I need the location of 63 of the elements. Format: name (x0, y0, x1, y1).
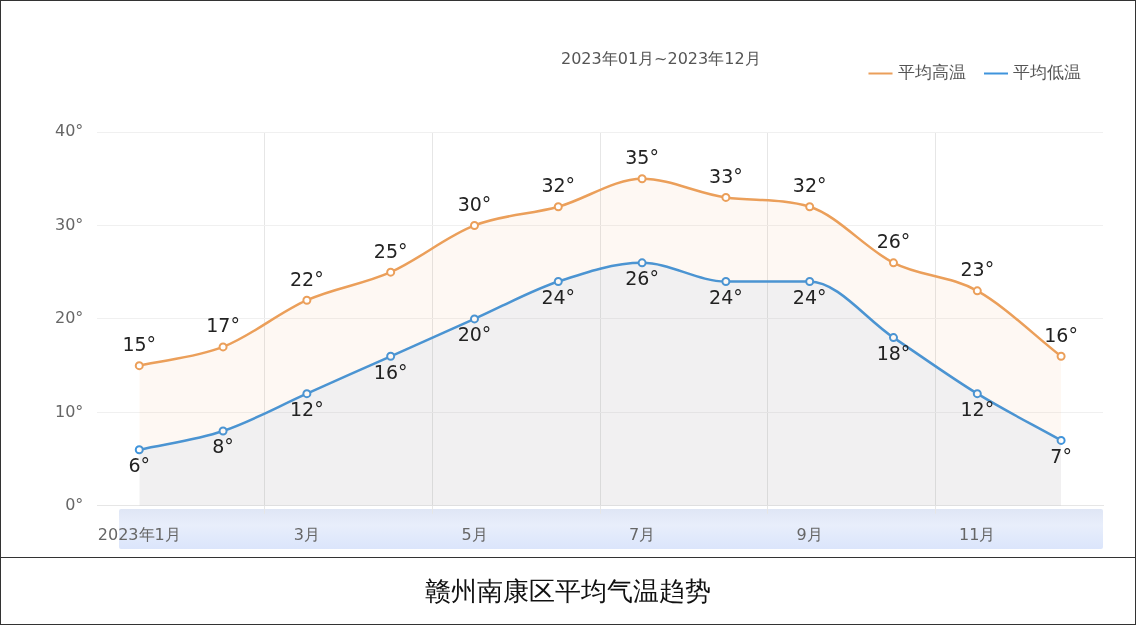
point (134, 445, 144, 455)
point (805, 277, 815, 287)
legend-label: 平均低温 (1013, 61, 1081, 82)
point (1056, 351, 1066, 361)
data-label: 23° (960, 258, 995, 281)
data-label: 12° (960, 398, 995, 421)
data-label: 24° (541, 285, 576, 308)
data-label: 26° (625, 267, 659, 290)
point (805, 202, 815, 212)
x-tick-label: 5月 (461, 524, 488, 544)
text: 赣州南康区平均气温趋势 (1, 557, 1135, 625)
point (888, 258, 898, 268)
point (637, 258, 647, 268)
data-label: 35° (625, 146, 659, 169)
data-label: 7° (1050, 444, 1072, 467)
point (721, 277, 731, 287)
data-label: 24° (792, 285, 827, 308)
data-label: 16° (373, 360, 408, 383)
point (972, 389, 982, 399)
data-label: 24° (709, 285, 743, 308)
y-tick-label: 0° (65, 494, 84, 514)
y-tick-label: 40° (55, 121, 84, 141)
point (553, 202, 563, 212)
data-label: 6° (128, 454, 151, 477)
point (637, 174, 647, 184)
y-tick-label: 20° (55, 308, 84, 328)
data-label: 32° (792, 174, 827, 197)
data-label: 25° (373, 239, 408, 262)
data-label: 8° (212, 435, 234, 458)
point (972, 286, 982, 296)
data-label: 20° (457, 323, 492, 346)
x-tick-label: 7月 (628, 524, 656, 544)
point (888, 333, 898, 343)
point (553, 277, 563, 287)
data-label: 33° (709, 164, 743, 187)
data-label: 12° (290, 398, 324, 421)
point (302, 295, 312, 305)
chart-subtitle: 2023年01月~2023年12月 (561, 49, 761, 70)
x-tick-label: 2023年1月 (97, 524, 181, 544)
point (386, 267, 396, 277)
y-tick-label: 30° (55, 214, 84, 234)
data-label: 18° (876, 342, 911, 365)
point (721, 192, 731, 202)
x-tick-label: 9月 (796, 524, 823, 544)
data-label: 26° (876, 230, 911, 253)
data-label: 17° (206, 314, 240, 337)
point (134, 361, 144, 371)
point (469, 314, 479, 324)
point (469, 220, 479, 230)
data-label: 30° (457, 192, 492, 215)
x-tick-label: 11月 (959, 524, 996, 544)
data-label: 22° (290, 267, 324, 290)
data-label: 16° (1044, 323, 1078, 346)
legend-label: 平均高温 (897, 61, 966, 82)
data-label: 15° (122, 333, 157, 356)
data-label: 32° (541, 174, 576, 197)
point (218, 342, 228, 352)
x-tick-label: 3月 (293, 524, 320, 544)
point (302, 389, 312, 399)
y-tick-label: 10° (55, 401, 84, 421)
point (1056, 435, 1066, 445)
point (218, 426, 228, 436)
point (386, 351, 396, 361)
